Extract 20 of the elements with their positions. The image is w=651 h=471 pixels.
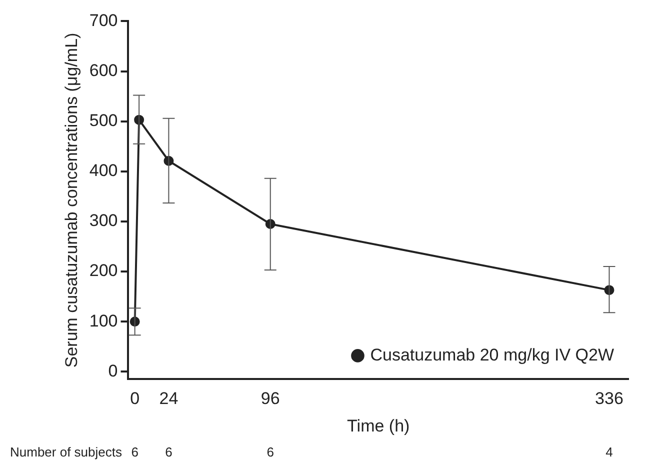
x-axis-title: Time (h) bbox=[347, 416, 410, 436]
y-axis-title: Serum cusatuzumab concentrations (μg/mL) bbox=[62, 32, 81, 368]
y-tick-label: 500 bbox=[89, 111, 118, 130]
y-tick-label: 700 bbox=[89, 10, 118, 30]
y-tick-label: 100 bbox=[89, 311, 118, 330]
y-tick-label: 400 bbox=[89, 161, 118, 180]
x-tick-label: 336 bbox=[595, 389, 624, 408]
text: 6 bbox=[131, 444, 138, 460]
x-tick-label: 0 bbox=[130, 389, 140, 408]
y-tick-label: 200 bbox=[89, 261, 118, 280]
x-tick-label: 96 bbox=[260, 389, 280, 408]
x-tick-label: 24 bbox=[159, 389, 178, 408]
legend-label: Cusatuzumab 20 mg/kg IV Q2W bbox=[370, 345, 614, 364]
text: 6 bbox=[165, 444, 172, 460]
y-tick-label: 0 bbox=[108, 361, 118, 380]
text: 6 bbox=[266, 444, 274, 460]
y-tick-label: 300 bbox=[89, 211, 118, 230]
text: 4 bbox=[606, 444, 613, 460]
y-tick-label: 600 bbox=[89, 60, 118, 80]
text: Number of subjects bbox=[10, 444, 122, 460]
